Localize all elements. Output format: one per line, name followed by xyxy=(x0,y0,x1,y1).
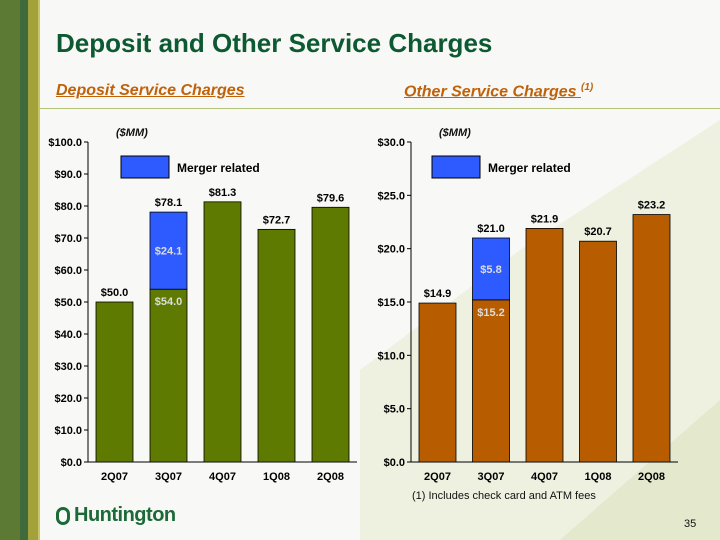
merger-label: $5.8 xyxy=(480,264,501,276)
bar-merger xyxy=(472,237,510,301)
category-label: 3Q07 xyxy=(478,471,505,483)
logo-icon xyxy=(56,506,70,525)
category-label: 4Q07 xyxy=(531,471,558,483)
page-number: 35 xyxy=(684,518,697,530)
bar-base xyxy=(95,301,134,463)
y-tick-label: $15.0 xyxy=(377,297,405,309)
huntington-logo: Huntington xyxy=(56,504,176,527)
bar-base xyxy=(472,299,510,463)
bar-base xyxy=(311,206,350,463)
logo-text: Huntington xyxy=(74,504,176,526)
y-tick-label: $25.0 xyxy=(377,190,405,202)
inner-label: $15.2 xyxy=(477,307,505,319)
legend-label: Merger related xyxy=(177,161,260,175)
total-label: $14.9 xyxy=(424,288,452,300)
unit-label: ($MM) xyxy=(116,127,148,139)
bar-base xyxy=(203,201,242,463)
total-label: $79.6 xyxy=(317,192,345,204)
category-label: 1Q08 xyxy=(263,471,290,483)
total-label: $21.9 xyxy=(531,213,559,225)
y-tick-label: $30.0 xyxy=(377,137,405,149)
y-tick-label: $10.0 xyxy=(54,425,82,437)
decor-stripe xyxy=(28,0,38,540)
y-tick-label: $20.0 xyxy=(377,244,405,256)
y-tick-label: $5.0 xyxy=(384,404,405,416)
y-tick-label: $70.0 xyxy=(54,233,82,245)
category-label: 2Q08 xyxy=(638,471,665,483)
total-label: $20.7 xyxy=(584,226,612,238)
total-label: $21.0 xyxy=(477,223,505,235)
y-tick-label: $100.0 xyxy=(48,137,82,149)
category-label: 2Q07 xyxy=(424,471,451,483)
decor-shape xyxy=(560,400,720,540)
bar-base xyxy=(149,288,188,463)
category-label: 1Q08 xyxy=(585,471,612,483)
y-tick-label: $50.0 xyxy=(54,297,82,309)
total-label: $23.2 xyxy=(638,200,666,212)
bar-base xyxy=(579,240,617,463)
total-label: $81.3 xyxy=(209,187,237,199)
y-tick-label: $30.0 xyxy=(54,361,82,373)
y-tick-label: $10.0 xyxy=(377,350,405,362)
y-tick-label: $60.0 xyxy=(54,265,82,277)
total-label: $78.1 xyxy=(155,197,183,209)
divider xyxy=(40,108,720,109)
legend-label: Merger related xyxy=(488,161,571,175)
category-label: 3Q07 xyxy=(155,471,182,483)
y-tick-label: $0.0 xyxy=(61,457,82,469)
merger-label: $24.1 xyxy=(155,246,183,258)
y-tick-label: $80.0 xyxy=(54,201,82,213)
bar-base xyxy=(257,228,296,463)
total-label: $72.7 xyxy=(263,214,291,226)
y-tick-label: $0.0 xyxy=(384,457,405,469)
category-label: 4Q07 xyxy=(209,471,236,483)
decor-stripe xyxy=(0,0,20,540)
y-tick-label: $90.0 xyxy=(54,169,82,181)
category-label: 2Q08 xyxy=(317,471,344,483)
decor-stripe xyxy=(38,0,40,540)
y-tick-label: $20.0 xyxy=(54,393,82,405)
legend-swatch xyxy=(431,155,481,179)
bar-base xyxy=(418,302,457,463)
legend-swatch xyxy=(120,155,170,179)
left-chart-title: Deposit Service Charges xyxy=(56,82,245,99)
unit-label: ($MM) xyxy=(439,127,471,139)
bar-base xyxy=(632,214,671,463)
right-chart-title: Other Service Charges (1) xyxy=(404,82,594,101)
y-tick-label: $40.0 xyxy=(54,329,82,341)
inner-label: $54.0 xyxy=(155,296,183,308)
page-title: Deposit and Other Service Charges xyxy=(56,28,493,58)
footnote: (1) Includes check card and ATM fees xyxy=(412,490,596,502)
bar-merger xyxy=(149,211,188,290)
category-label: 2Q07 xyxy=(101,471,128,483)
bar-base xyxy=(525,227,564,463)
decor-stripe xyxy=(20,0,28,540)
total-label: $50.0 xyxy=(101,287,129,299)
